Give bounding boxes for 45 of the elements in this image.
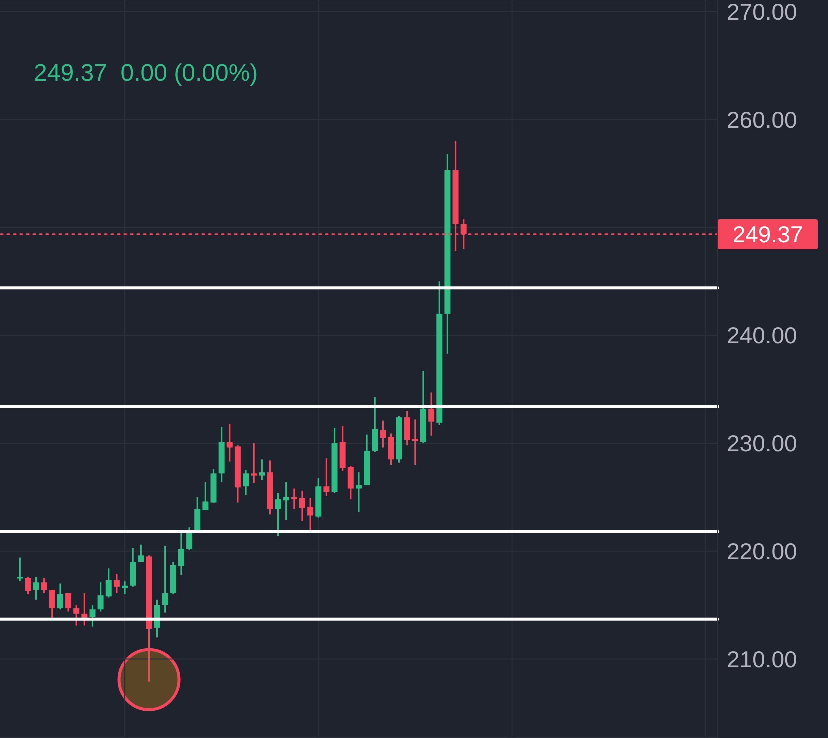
candlestick xyxy=(428,392,435,437)
text: 249.37 0.00 (0.00%) xyxy=(34,60,258,88)
candlestick xyxy=(138,544,144,563)
candlestick xyxy=(275,492,282,538)
candlestick xyxy=(243,470,250,496)
candlestick xyxy=(57,582,64,610)
ref-line-label: 249.37 xyxy=(732,222,804,248)
candlestick xyxy=(202,481,209,512)
candlestick xyxy=(90,604,96,628)
candlestick xyxy=(66,592,72,613)
candlestick xyxy=(114,573,120,594)
candlestick xyxy=(49,589,56,620)
candlestick xyxy=(74,604,80,627)
candlestick xyxy=(380,420,386,449)
y-tick-label: 220.00 xyxy=(727,538,798,564)
candlestick xyxy=(17,557,24,582)
candlestick xyxy=(251,442,258,484)
candlestick xyxy=(194,496,201,533)
candlestick xyxy=(41,578,48,594)
candlestick xyxy=(162,545,168,614)
y-tick-label: 210.00 xyxy=(727,646,798,672)
candlestick xyxy=(356,472,362,514)
candlestick xyxy=(388,432,394,466)
candlestick xyxy=(106,568,112,599)
candlestick xyxy=(412,418,418,466)
candlestick xyxy=(130,547,136,588)
candlestick xyxy=(33,576,40,601)
candlestick xyxy=(122,580,128,596)
candlestick xyxy=(348,465,354,500)
candlestick xyxy=(82,592,88,627)
candlestick xyxy=(291,488,298,510)
candlestick xyxy=(98,582,104,613)
candlestick xyxy=(308,498,314,533)
candlestick xyxy=(259,458,266,481)
candlestick xyxy=(283,481,290,521)
candlestick xyxy=(372,396,378,453)
candlestick xyxy=(404,410,410,446)
candlestick xyxy=(324,458,330,498)
y-tick-label: 240.00 xyxy=(727,322,798,349)
candlestick xyxy=(299,490,306,522)
y-tick-label: 270.00 xyxy=(727,0,798,25)
candlestick xyxy=(25,576,32,596)
y-tick-label: 230.00 xyxy=(727,430,798,456)
y-tick-label: 260.00 xyxy=(727,106,798,133)
candlestick xyxy=(226,423,233,463)
